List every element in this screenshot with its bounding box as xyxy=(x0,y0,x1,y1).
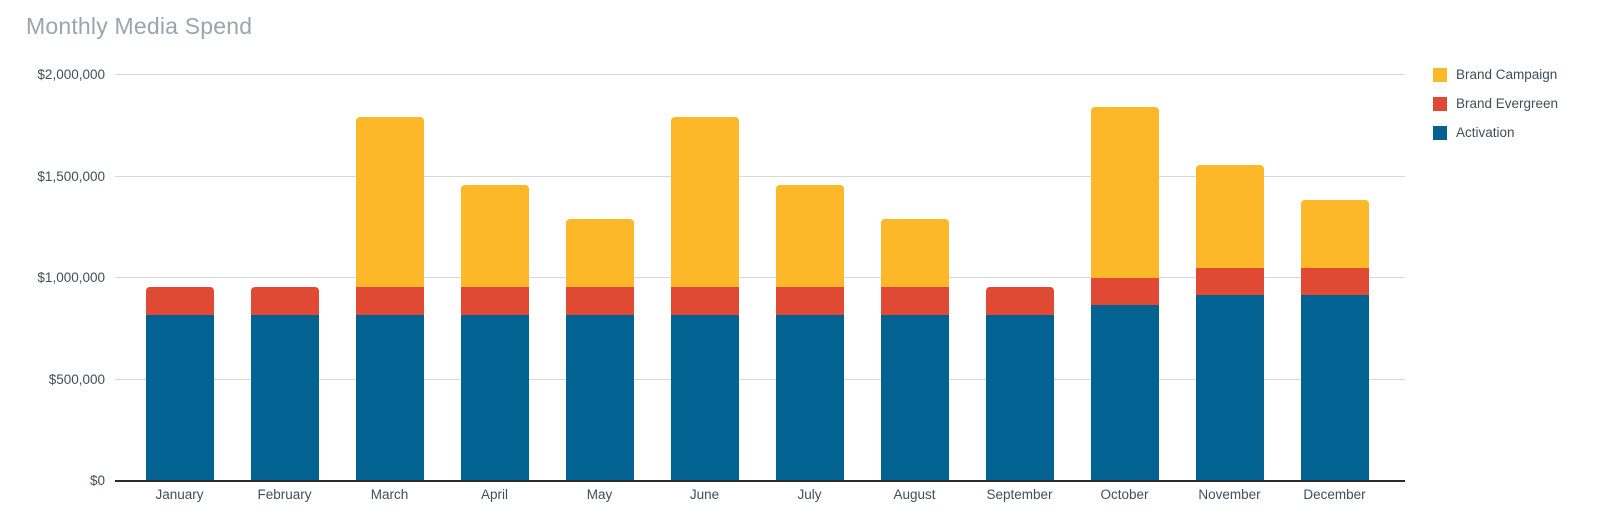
bar-segment-brand-evergreen-march[interactable] xyxy=(356,287,424,315)
chart-title: Monthly Media Spend xyxy=(26,13,253,39)
bar-segment-brand-campaign-november[interactable] xyxy=(1196,165,1264,268)
x-axis-month-label: August xyxy=(893,487,936,502)
bar-segment-brand-evergreen-june[interactable] xyxy=(671,287,739,315)
bar-segment-activation-may[interactable] xyxy=(566,314,634,480)
bar-segment-brand-campaign-december[interactable] xyxy=(1301,199,1369,268)
legend-label: Activation xyxy=(1456,125,1515,140)
x-axis-month-label: May xyxy=(586,487,613,502)
bar-segment-brand-campaign-june[interactable] xyxy=(671,116,739,288)
bar-segment-brand-evergreen-may[interactable] xyxy=(566,287,634,315)
bar-segment-activation-march[interactable] xyxy=(356,314,424,480)
chart-legend: Brand Campaign Brand Evergreen Activation xyxy=(1433,67,1558,154)
legend-label: Brand Evergreen xyxy=(1456,96,1559,111)
bar-segment-brand-evergreen-february[interactable] xyxy=(251,287,319,315)
legend-item-activation: Activation xyxy=(1433,125,1558,140)
bar-segment-activation-july[interactable] xyxy=(776,314,844,480)
bar-segment-activation-september[interactable] xyxy=(986,314,1054,480)
legend-item-brand-evergreen: Brand Evergreen xyxy=(1433,96,1558,111)
bar-segment-brand-campaign-may[interactable] xyxy=(566,219,634,288)
legend-swatch xyxy=(1433,67,1447,82)
legend-swatch xyxy=(1433,125,1447,140)
y-axis-tick-label: $2,000,000 xyxy=(37,67,105,82)
bar-segment-activation-october[interactable] xyxy=(1091,305,1159,480)
x-axis-month-label: June xyxy=(689,487,720,502)
bar-segment-brand-evergreen-august[interactable] xyxy=(881,287,949,315)
bar-segment-activation-april[interactable] xyxy=(461,314,529,480)
x-axis-month-label: January xyxy=(155,487,204,502)
x-axis-month-label: July xyxy=(797,487,822,502)
x-axis-line xyxy=(115,480,1405,482)
bar-segment-brand-evergreen-december[interactable] xyxy=(1301,267,1369,296)
bar-segment-brand-evergreen-november[interactable] xyxy=(1196,267,1264,296)
bar-segment-brand-campaign-march[interactable] xyxy=(356,116,424,288)
gridline xyxy=(115,74,1405,75)
bar-segment-brand-campaign-august[interactable] xyxy=(881,219,949,288)
x-axis-month-label: April xyxy=(480,487,508,502)
gridline xyxy=(115,277,1405,278)
gridline xyxy=(115,176,1405,177)
bar-segment-brand-evergreen-april[interactable] xyxy=(461,287,529,315)
bar-segment-brand-evergreen-july[interactable] xyxy=(776,287,844,315)
bar-segment-brand-campaign-april[interactable] xyxy=(461,184,529,288)
bar-segment-brand-evergreen-january[interactable] xyxy=(146,287,214,315)
bar-segment-brand-campaign-july[interactable] xyxy=(776,184,844,288)
bar-segment-activation-january[interactable] xyxy=(146,314,214,480)
bar-segment-activation-november[interactable] xyxy=(1196,295,1264,480)
bar-segment-brand-evergreen-october[interactable] xyxy=(1091,278,1159,306)
bar-segment-activation-february[interactable] xyxy=(251,314,319,480)
bar-segment-activation-june[interactable] xyxy=(671,314,739,480)
bar-segment-activation-december[interactable] xyxy=(1301,295,1369,480)
y-axis-tick-label: $1,000,000 xyxy=(37,270,105,285)
bar-segment-brand-campaign-october[interactable] xyxy=(1091,107,1159,278)
bar-segment-brand-evergreen-september[interactable] xyxy=(986,287,1054,315)
x-axis-month-label: November xyxy=(1198,487,1261,502)
bar-segment-activation-august[interactable] xyxy=(881,314,949,480)
legend-label: Brand Campaign xyxy=(1456,67,1558,82)
legend-item-brand-campaign: Brand Campaign xyxy=(1433,67,1558,82)
y-axis-tick-label: $0 xyxy=(89,473,105,488)
y-axis-tick-label: $1,500,000 xyxy=(37,169,105,184)
x-axis-month-label: December xyxy=(1303,487,1366,502)
legend-swatch xyxy=(1433,96,1447,111)
x-axis-month-label: February xyxy=(257,487,312,502)
x-axis-month-label: October xyxy=(1100,487,1149,502)
x-axis-month-label: March xyxy=(370,487,409,502)
x-axis-month-label: September xyxy=(986,487,1053,502)
gridline xyxy=(115,379,1405,380)
y-axis-tick-label: $500,000 xyxy=(48,372,105,387)
